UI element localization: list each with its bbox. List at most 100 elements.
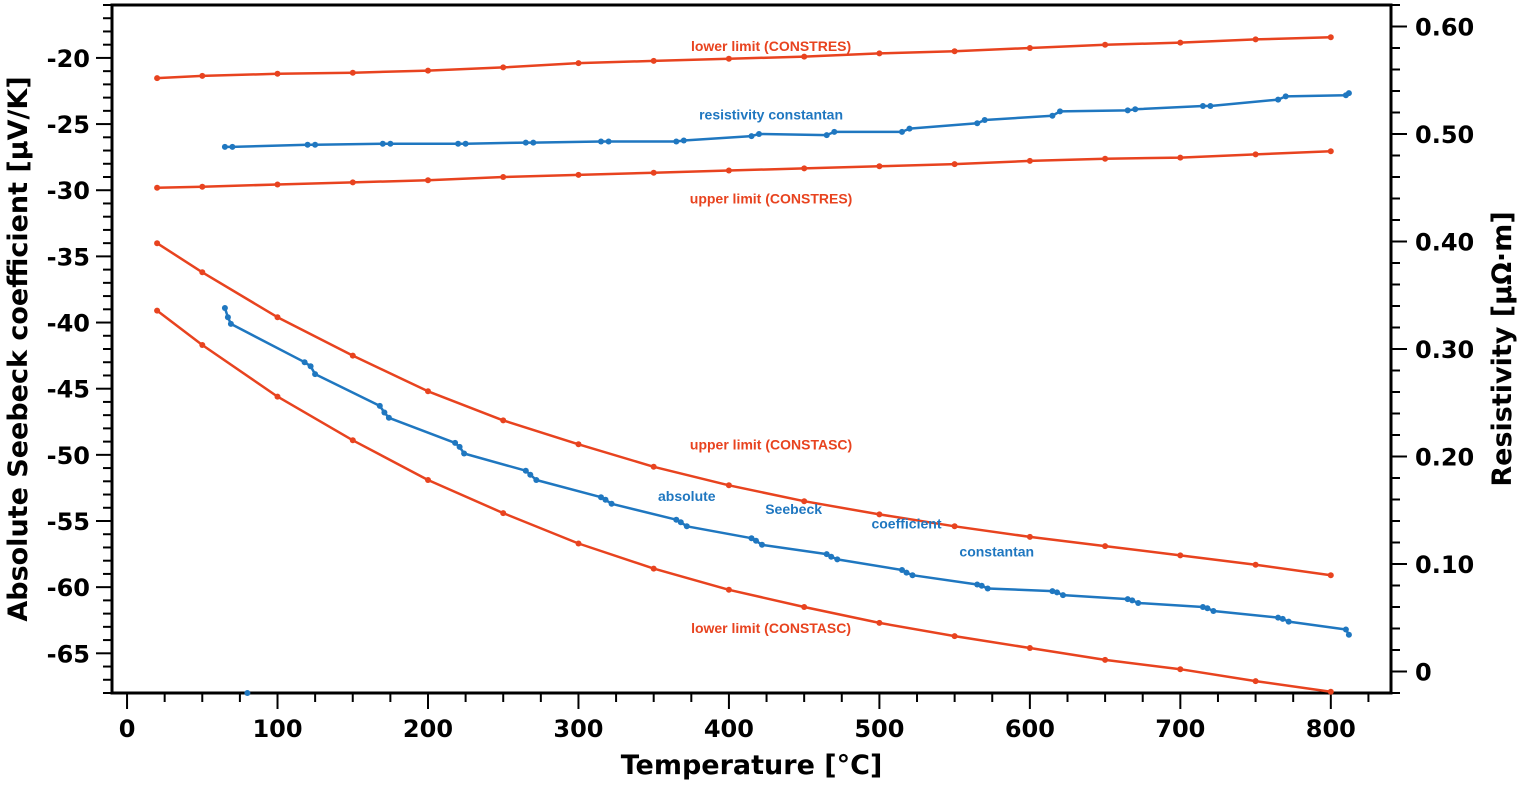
x-tick-label: 100 [252, 715, 302, 743]
data-point [899, 128, 905, 135]
data-point [673, 516, 680, 523]
data-point [1282, 93, 1289, 100]
series-line [224, 92, 1350, 149]
data-point [522, 467, 529, 474]
data-point [608, 500, 615, 507]
data-point [575, 171, 582, 178]
data-point [1279, 615, 1286, 622]
data-point [221, 143, 228, 150]
y-tick-label: -25 [47, 111, 90, 139]
data-point [650, 169, 657, 176]
data-point [1135, 600, 1142, 606]
data-point [1060, 592, 1066, 599]
data-point [801, 498, 808, 505]
y-tick-label: -40 [47, 310, 90, 338]
data-point [1275, 614, 1282, 621]
data-point [425, 477, 431, 483]
data-point [530, 139, 537, 146]
data-point [1177, 39, 1184, 46]
data-point [725, 482, 732, 489]
data-point [1275, 96, 1282, 103]
y-tick-label: -45 [47, 376, 90, 404]
data-point [381, 409, 388, 416]
data-point [154, 75, 161, 82]
series-annotation: lower limit (CONSTASC) [691, 620, 851, 636]
data-point [1327, 572, 1334, 579]
data-point [876, 50, 883, 57]
data-point [274, 393, 281, 400]
data-point [823, 551, 830, 558]
x-tick-label: 400 [704, 715, 754, 743]
data-point [1026, 157, 1033, 164]
data-point [1102, 656, 1109, 663]
y2-tick-label: 0.40 [1415, 229, 1474, 257]
series-annotation: Seebeck [765, 501, 822, 517]
data-point [680, 137, 687, 144]
data-point [274, 314, 281, 321]
axes-layer: 0 100 200 300 400 500 600 700 800 -20 -25 -30 -35 -40… [47, 3, 1474, 743]
y2-tick-label: 0.30 [1415, 336, 1474, 364]
data-point [725, 55, 732, 62]
data-point [1102, 155, 1109, 162]
data-point [1345, 631, 1352, 638]
data-point [349, 69, 356, 76]
data-point [598, 138, 604, 145]
data-point [974, 581, 981, 588]
y-tick-label: -55 [47, 508, 90, 536]
data-point [527, 471, 534, 478]
data-point [462, 140, 469, 147]
data-point [227, 320, 234, 327]
y2-tick-label: 0.50 [1415, 121, 1474, 149]
data-point [500, 174, 507, 180]
data-point [385, 414, 392, 421]
data-point [909, 572, 916, 579]
data-point [575, 60, 582, 67]
data-point [650, 463, 657, 470]
data-point [1129, 597, 1136, 604]
data-point [1327, 688, 1334, 695]
data-point [602, 496, 609, 503]
y-tick-label: -60 [47, 574, 90, 602]
annotations-layer: lower limit (CONSTRES) resistivity consta… [658, 38, 1034, 636]
data-point [274, 181, 281, 188]
x-tick-label: 300 [553, 715, 603, 743]
data-point [753, 537, 759, 544]
data-point [244, 690, 251, 696]
data-point [1124, 596, 1131, 603]
data-point [981, 117, 988, 123]
data-point [951, 48, 958, 55]
data-point [1252, 36, 1259, 43]
data-point [425, 67, 431, 74]
x-tick-label: 700 [1155, 715, 1205, 743]
x-tick-label: 200 [403, 715, 453, 743]
y-tick-label: -50 [47, 442, 90, 470]
data-point [522, 139, 529, 146]
data-point [500, 64, 507, 71]
data-point [154, 240, 161, 247]
data-point [831, 128, 838, 135]
data-point [1345, 90, 1352, 97]
data-point [725, 586, 732, 593]
data-point [801, 604, 808, 610]
data-point [349, 179, 356, 186]
data-point [828, 553, 835, 560]
data-point [425, 388, 431, 395]
data-point [823, 132, 830, 139]
x-axis-title: Temperature [°C] [621, 750, 883, 781]
data-point [834, 556, 841, 563]
x-tick-label: 500 [854, 715, 904, 743]
data-point [1102, 41, 1109, 48]
data-point [1132, 106, 1139, 113]
x-tick-label: 600 [1005, 715, 1055, 743]
data-point [304, 141, 311, 148]
series-line [223, 307, 1350, 636]
x-tick-label: 0 [119, 715, 136, 743]
data-point [978, 582, 985, 589]
data-point [1026, 533, 1033, 540]
data-point [748, 535, 755, 542]
data-point [461, 450, 468, 457]
data-point [748, 133, 755, 140]
data-point [1124, 107, 1131, 114]
data-point [1199, 604, 1206, 610]
data-point [274, 70, 281, 77]
